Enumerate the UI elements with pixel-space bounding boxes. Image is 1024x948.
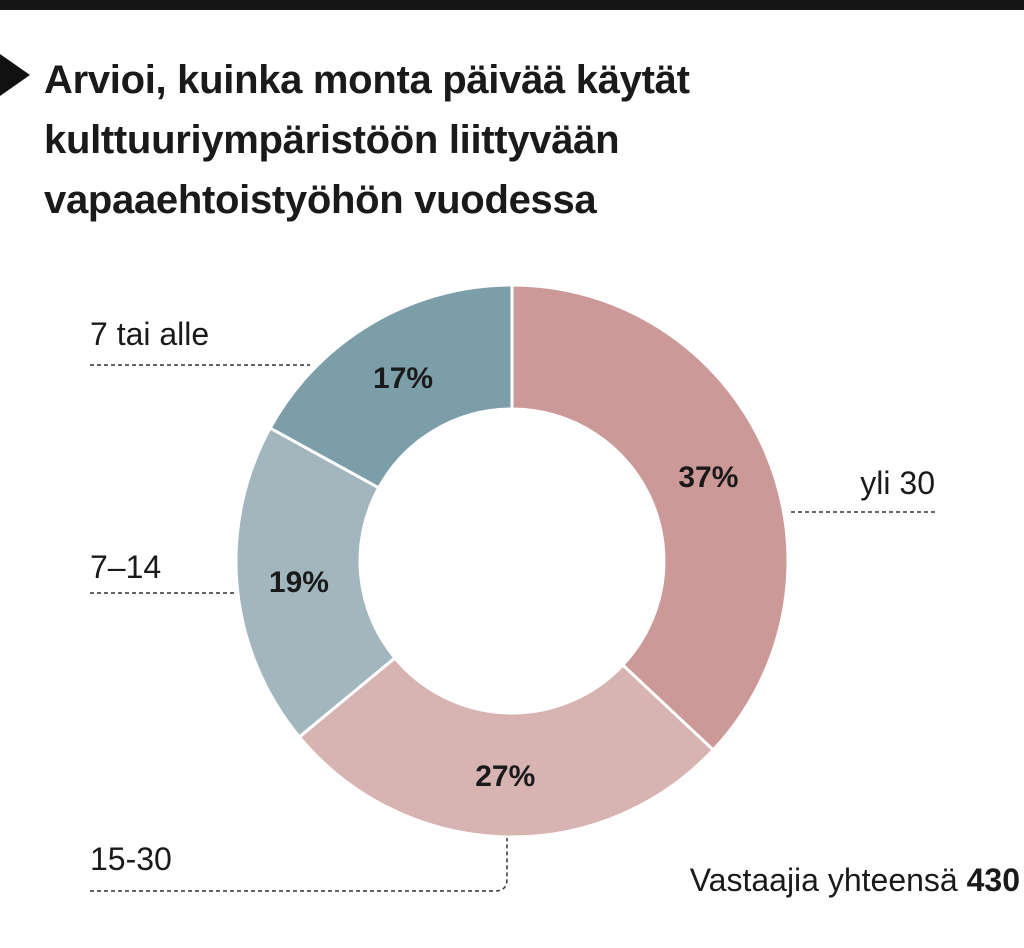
slice-value-label: 19% [269, 566, 329, 599]
leader-line [90, 838, 508, 892]
chart-title: Arvioi, kuinka monta päivää käytät kultt… [44, 50, 984, 230]
slice-value-label: 37% [678, 461, 738, 494]
donut-slice [297, 655, 716, 839]
donut-slice [234, 425, 397, 740]
slice-value-label: 27% [475, 760, 535, 793]
category-label: yli 30 [860, 465, 935, 501]
title-line: kulttuuriympäristöön liittyvään [44, 118, 620, 162]
top-bar [0, 0, 1024, 10]
respondents-value: 430 [966, 862, 1020, 898]
respondents-label: Vastaajia yhteensä [689, 862, 958, 898]
title-line: vapaaehtoistyöhön vuodessa [44, 178, 597, 222]
category-label: 15-30 [90, 841, 172, 877]
slice-value-label: 17% [373, 362, 433, 395]
donut-slice [510, 283, 790, 753]
title-line: Arvioi, kuinka monta päivää käytät [44, 58, 690, 102]
category-label: 7 tai alle [90, 316, 209, 352]
donut-slice [268, 283, 514, 490]
category-label: 7–14 [90, 549, 161, 585]
title-arrow-icon [0, 54, 30, 96]
respondents-total: Vastaajia yhteensä 430 [690, 858, 1020, 902]
